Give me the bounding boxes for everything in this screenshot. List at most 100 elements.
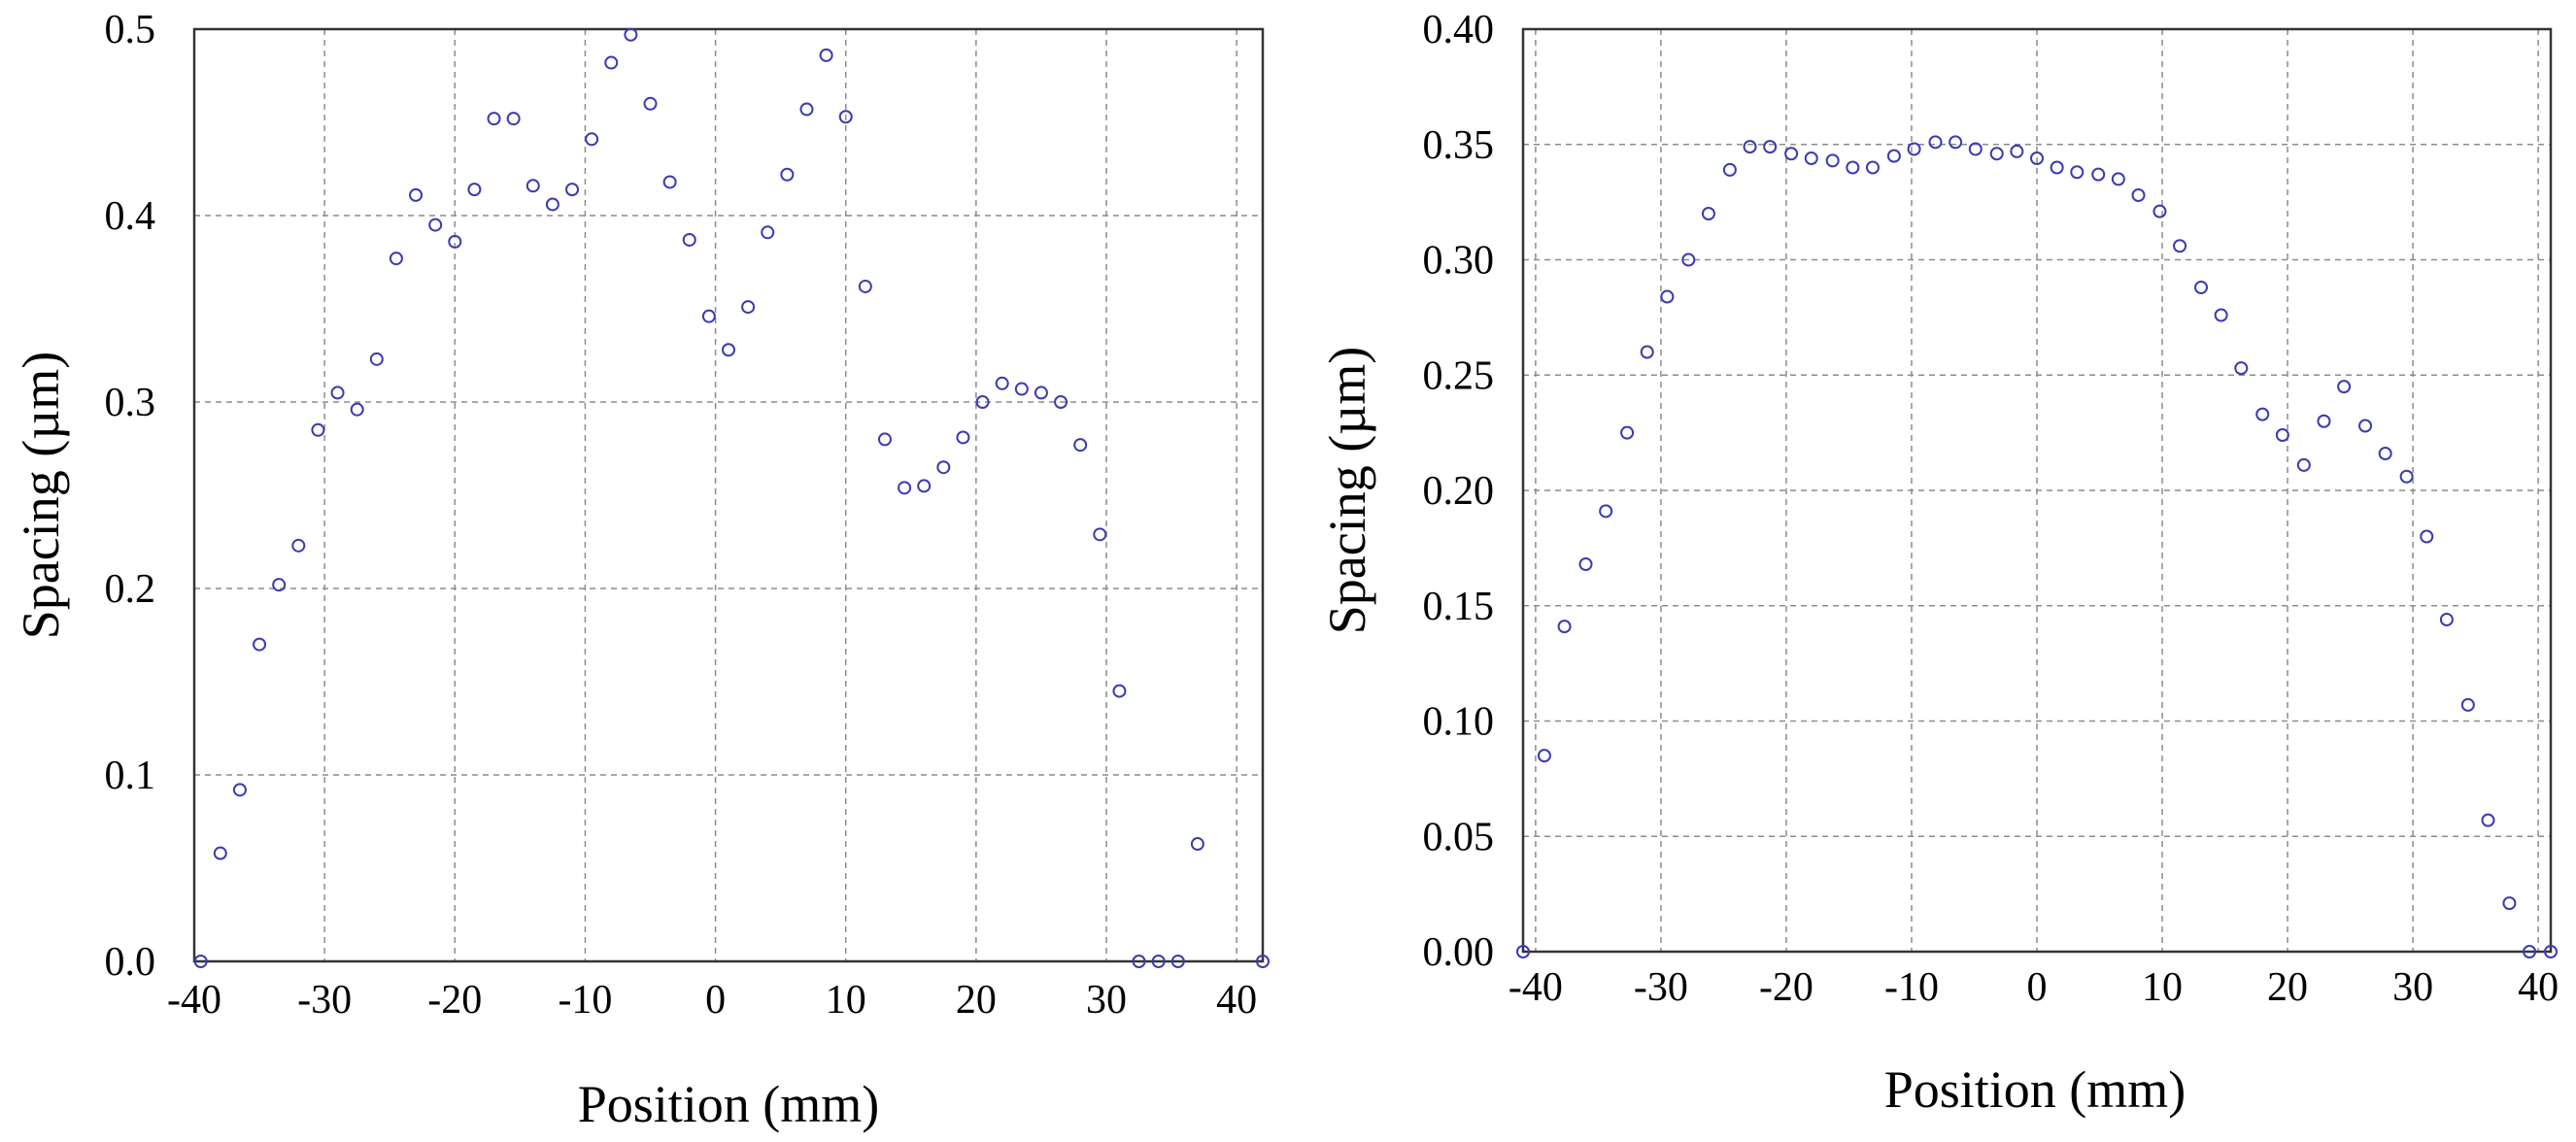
- right-data-point: [1557, 620, 1572, 634]
- left-x-tick-label: 10: [826, 978, 866, 1023]
- right-data-point: [1949, 135, 1963, 150]
- left-data-point: [213, 846, 227, 860]
- left-x-tick-label: 20: [956, 978, 997, 1023]
- right-data-point: [1865, 160, 1880, 175]
- right-plot-frame: [1521, 27, 2553, 954]
- right-data-point: [2296, 457, 2311, 472]
- left-data-point: [545, 197, 559, 212]
- right-x-tick-label: 0: [2027, 965, 2048, 1010]
- right-y-tick-label: 0.35: [1423, 123, 1495, 168]
- left-data-point: [272, 578, 287, 592]
- left-y-axis-title: Spacing (µm): [12, 352, 70, 640]
- right-data-point: [1989, 147, 2004, 161]
- left-data-point: [565, 183, 580, 197]
- right-data-point: [1620, 425, 1635, 440]
- left-data-point: [1256, 955, 1270, 968]
- right-data-point: [2378, 447, 2392, 460]
- left-data-point: [253, 637, 267, 652]
- left-data-point: [936, 460, 951, 475]
- left-data-point: [448, 234, 462, 249]
- right-data-point: [2460, 697, 2475, 712]
- left-data-point: [975, 395, 990, 409]
- right-data-point: [2439, 613, 2454, 626]
- right-data-point: [1640, 345, 1654, 359]
- left-chart: 0.0 0.1 0.2 0.3 0.4 0.5 -40 -30 -20 -10 0 10 20 30 40…: [12, 8, 1270, 1133]
- right-data-point: [2050, 160, 2064, 175]
- right-data-point: [2152, 204, 2167, 218]
- right-data-point: [1681, 252, 1696, 267]
- left-data-point: [799, 102, 814, 117]
- right-data-point: [1907, 142, 1921, 156]
- left-data-point: [369, 352, 384, 366]
- right-data-point: [1660, 289, 1675, 304]
- right-x-tick-label: -30: [1634, 965, 1688, 1010]
- left-data-point: [701, 309, 716, 323]
- left-data-point: [1014, 382, 1029, 396]
- right-chart: 0.00 0.05 0.10 0.15 0.20 0.25 0.30 0.35 0.40 -40…: [1318, 8, 2559, 1119]
- left-y-tick-label: 0.1: [105, 754, 156, 798]
- left-data-points: [193, 27, 1270, 968]
- right-data-point: [2523, 945, 2537, 958]
- left-data-point: [1132, 955, 1146, 968]
- left-data-point: [350, 402, 364, 417]
- right-x-tick-label: -40: [1508, 965, 1563, 1010]
- left-data-point: [311, 422, 325, 437]
- left-data-point: [877, 432, 892, 447]
- right-y-tick-label: 0.00: [1423, 930, 1495, 975]
- right-data-point: [2173, 239, 2187, 253]
- left-data-point: [662, 175, 677, 189]
- left-data-point: [1170, 955, 1185, 968]
- left-data-point: [291, 538, 306, 553]
- right-data-point: [2111, 172, 2125, 186]
- left-data-point: [232, 783, 247, 797]
- right-data-point: [1846, 160, 1860, 175]
- left-grid: [194, 29, 1263, 961]
- left-data-point: [1034, 386, 1048, 400]
- right-y-tick-label: 0.15: [1423, 585, 1495, 629]
- right-data-point: [2070, 165, 2085, 180]
- left-data-point: [467, 183, 482, 197]
- left-data-point: [585, 132, 599, 147]
- left-data-point: [1073, 438, 1088, 453]
- left-y-tick-label: 0.5: [105, 8, 156, 52]
- left-data-point: [838, 110, 853, 124]
- right-y-tick-label: 0.40: [1423, 8, 1495, 52]
- left-data-point: [819, 48, 833, 62]
- left-x-axis-title: Position (mm): [578, 1075, 880, 1133]
- right-data-point: [2399, 469, 2414, 484]
- right-y-axis-title: Spacing (µm): [1318, 347, 1376, 635]
- right-data-point: [1701, 207, 1715, 220]
- right-data-point: [1928, 135, 1943, 150]
- left-y-tick-label: 0.4: [105, 194, 156, 239]
- left-data-point: [722, 343, 735, 357]
- right-data-point: [2131, 188, 2146, 202]
- right-data-point: [2544, 945, 2558, 958]
- right-x-tick-label: 30: [2392, 965, 2433, 1010]
- right-data-point: [2214, 308, 2228, 322]
- left-data-point: [193, 955, 208, 968]
- right-data-point: [1599, 504, 1613, 519]
- left-data-point: [1151, 955, 1166, 968]
- right-data-points: [1516, 135, 2558, 958]
- right-data-point: [1722, 162, 1737, 177]
- right-data-point: [2275, 428, 2289, 442]
- right-data-point: [1825, 153, 1840, 168]
- left-y-tick-label: 0.0: [105, 940, 156, 985]
- right-y-tick-label: 0.25: [1423, 353, 1495, 398]
- left-data-point: [643, 96, 658, 111]
- right-x-tick-label: 20: [2267, 965, 2308, 1010]
- right-data-point: [1763, 140, 1778, 154]
- left-data-point: [428, 218, 443, 232]
- left-x-tick-label: -30: [297, 978, 352, 1023]
- left-data-point: [624, 27, 638, 42]
- right-y-ticks: 0.00 0.05 0.10 0.15 0.20 0.25 0.30 0.35 0.40: [1423, 8, 1495, 975]
- left-data-point: [761, 225, 775, 240]
- left-data-point: [409, 187, 424, 202]
- left-x-tick-label: 0: [705, 978, 726, 1023]
- right-data-point: [2194, 281, 2209, 294]
- right-data-point: [2030, 151, 2044, 165]
- left-data-point: [1112, 684, 1127, 698]
- right-y-tick-label: 0.10: [1423, 700, 1495, 745]
- right-data-point: [2502, 896, 2517, 911]
